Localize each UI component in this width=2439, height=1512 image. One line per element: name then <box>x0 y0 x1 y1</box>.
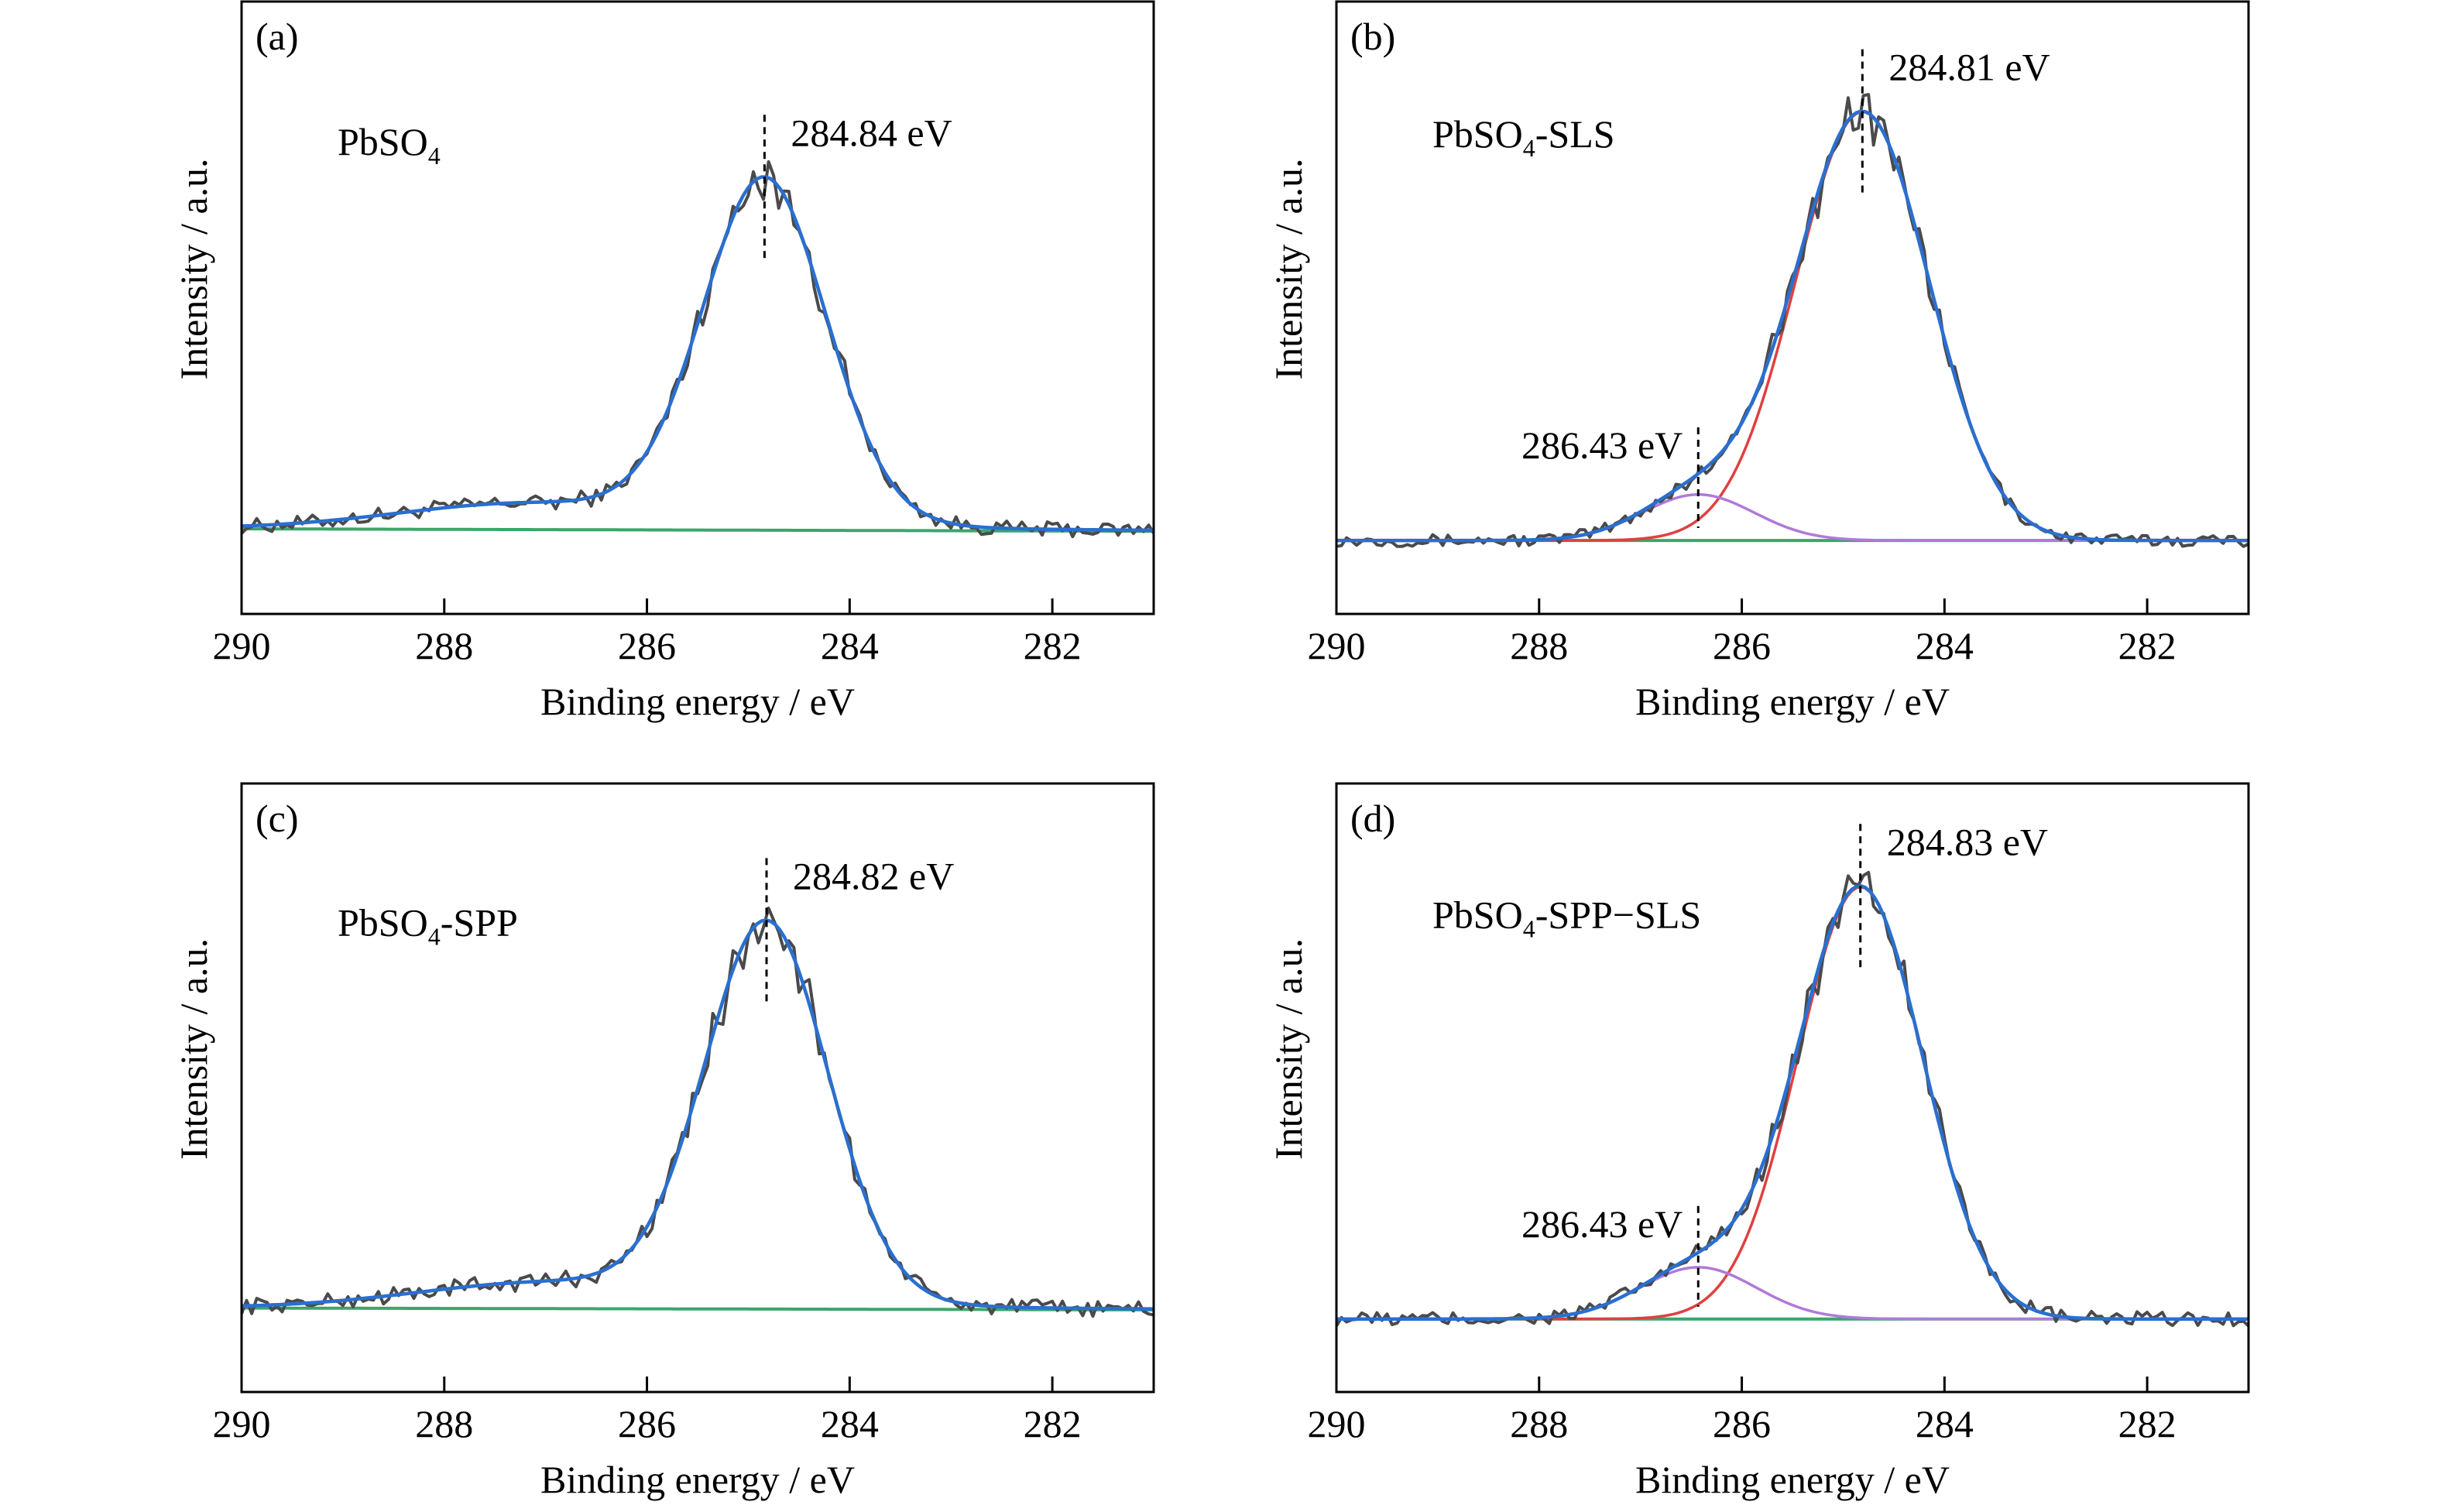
y-axis-title: Intensity / a.u. <box>1267 938 1310 1160</box>
peak-label: 284.81 eV <box>1888 46 2050 89</box>
plot-area <box>242 907 1154 1318</box>
y-axis-title: Intensity / a.u. <box>1267 158 1310 379</box>
x-tick-label: 290 <box>1308 1402 1366 1445</box>
raw-spectrum-line <box>242 160 1154 539</box>
panel-letter: (d) <box>1350 797 1395 840</box>
x-tick-label: 286 <box>1713 624 1771 667</box>
axis-frame <box>1335 782 2250 1394</box>
x-tick-label: 290 <box>1308 624 1366 667</box>
raw-spectrum-line <box>1336 93 2249 548</box>
background-line <box>242 1306 1154 1311</box>
panel-b: 290 288 286 284 282 Binding energy / eV Intens… <box>1267 0 2250 723</box>
x-tick-label: 282 <box>2118 624 2177 667</box>
plot-area <box>1336 93 2249 548</box>
x-axis-title: Binding energy / eV <box>540 1458 855 1501</box>
fitted-envelope-line <box>1336 109 2249 543</box>
peak-label: 286.43 eV <box>1521 1202 1683 1246</box>
x-tick-label: 282 <box>2118 1402 2177 1445</box>
sample-label: PbSO4-SPP <box>338 901 518 951</box>
fitted-envelope-line <box>242 918 1154 1311</box>
x-tick-label: 286 <box>618 1402 676 1445</box>
fitted-envelope-line <box>242 175 1154 533</box>
x-tick-label: 284 <box>821 1402 879 1445</box>
x-tick-label: 288 <box>415 624 473 667</box>
panel-d: 290 288 286 284 282 Binding energy / eV Intens… <box>1267 782 2250 1501</box>
x-tick-label: 284 <box>821 624 879 667</box>
panel-a: 290 288 286 284 282 Binding energy / eV Intens… <box>172 0 1155 723</box>
x-tick-label: 288 <box>415 1402 473 1445</box>
raw-spectrum-line <box>1336 870 2249 1328</box>
raw-spectrum-line <box>242 907 1154 1318</box>
panel-letter: (c) <box>256 797 299 840</box>
sample-label: PbSO4-SPP−SLS <box>1432 893 1701 943</box>
panel-letter: (a) <box>256 15 299 58</box>
sample-label: PbSO4 <box>338 120 441 170</box>
x-tick-label: 286 <box>618 624 676 667</box>
minor-component-line <box>1336 493 2249 542</box>
x-tick-label: 288 <box>1510 1402 1568 1445</box>
sample-label: PbSO4-SLS <box>1432 112 1615 162</box>
fitted-envelope-line <box>1336 883 2249 1321</box>
x-tick-label: 290 <box>213 624 271 667</box>
x-tick-label: 284 <box>1916 1402 1974 1445</box>
plot-area <box>1336 870 2249 1328</box>
panel-letter: (b) <box>1350 15 1395 58</box>
background-line <box>242 527 1154 533</box>
x-tick-label: 286 <box>1713 1402 1771 1445</box>
x-tick-label: 282 <box>1024 1402 1082 1445</box>
peak-label: 284.83 eV <box>1887 820 2048 863</box>
x-axis-title: Binding energy / eV <box>540 680 855 723</box>
x-tick-label: 290 <box>213 1402 271 1445</box>
panel-c: 290 288 286 284 282 Binding energy / eV Intens… <box>172 782 1155 1501</box>
peak-label: 284.84 eV <box>791 111 952 154</box>
x-tick-label: 282 <box>1024 624 1082 667</box>
x-tick-label: 288 <box>1510 624 1568 667</box>
axis-frame <box>240 782 1155 1394</box>
y-axis-title: Intensity / a.u. <box>172 938 215 1160</box>
peak-label: 284.82 eV <box>793 854 954 897</box>
x-tick-label: 284 <box>1916 624 1974 667</box>
x-axis-title: Binding energy / eV <box>1635 1458 1950 1501</box>
minor-component-line <box>1336 1266 2249 1321</box>
axis-frame <box>1335 0 2250 615</box>
main-component-line <box>1336 885 2249 1321</box>
main-component-line <box>1336 110 2249 542</box>
axis-frame <box>240 0 1155 615</box>
plot-area <box>242 160 1154 539</box>
peak-label: 286.43 eV <box>1521 423 1683 467</box>
y-axis-title: Intensity / a.u. <box>172 158 215 379</box>
x-axis-title: Binding energy / eV <box>1635 680 1950 723</box>
